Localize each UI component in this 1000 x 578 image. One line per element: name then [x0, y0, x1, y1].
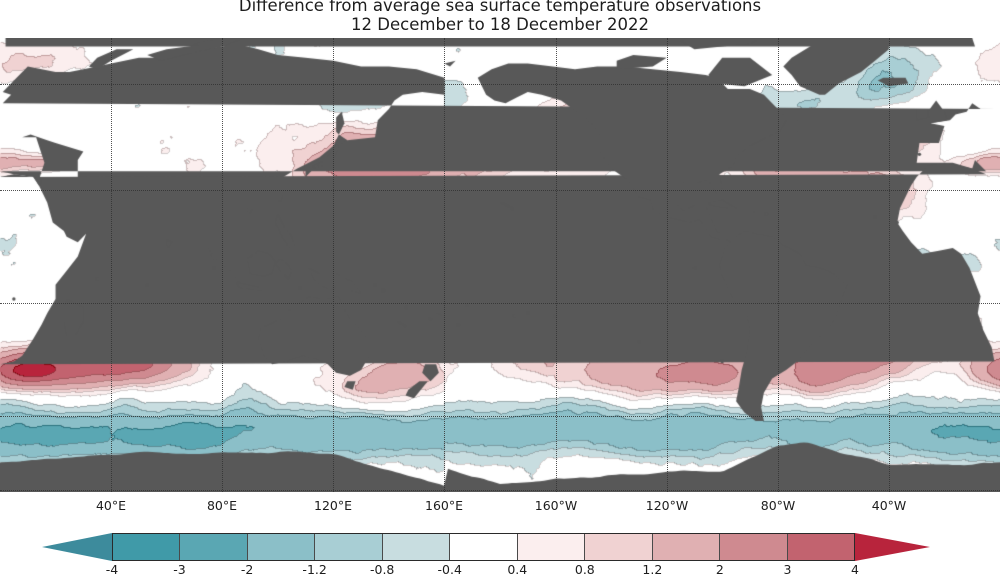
colorbar-under-arrow-icon — [42, 533, 112, 561]
colorbar-segment — [113, 534, 181, 560]
colorbar-segment — [382, 534, 451, 560]
gridline-horizontal — [0, 490, 1000, 491]
longitude-tick-label: 40°E — [95, 498, 127, 513]
gridline-horizontal — [0, 416, 1000, 417]
longitude-axis: 40°E 80°E 120°E 160°E 160°W 120°W 80°W 40°W — [0, 498, 1000, 518]
gridline-vertical — [667, 38, 668, 492]
longitude-tick-label: 160°E — [424, 498, 464, 513]
colorbar-segment — [652, 534, 721, 560]
gridline-vertical — [889, 38, 890, 492]
gridline-vertical — [111, 38, 112, 492]
sst-anomaly-heatmap-canvas — [0, 38, 1000, 492]
colorbar-segment — [450, 534, 518, 560]
gridline-horizontal — [0, 303, 1000, 304]
colorbar-segment — [315, 534, 383, 560]
title-line-date-range: 12 December to 18 December 2022 — [351, 15, 649, 34]
colorbar-segment — [787, 534, 854, 560]
colorbar-segment — [247, 534, 316, 560]
chart-title: Difference from average sea surface temp… — [0, 0, 1000, 34]
longitude-tick-label: 120°E — [313, 498, 353, 513]
colorbar-tick-labels: -4 -3 -2 -1.2 -0.8 -0.4 0.4 0.8 1.2 2 3 4 — [0, 562, 1000, 578]
longitude-tick-label: 80°W — [760, 498, 796, 513]
colorbar-segments — [112, 533, 855, 561]
colorbar: -4 -3 -2 -1.2 -0.8 -0.4 0.4 0.8 1.2 2 3 4 — [0, 528, 1000, 577]
gridline-vertical — [222, 38, 223, 492]
longitude-tick-label: 160°W — [534, 498, 578, 513]
title-line-primary: Difference from average sea surface temp… — [238, 0, 762, 15]
colorbar-segment — [180, 534, 248, 560]
gridline-vertical — [444, 38, 445, 492]
longitude-tick-label: 40°W — [871, 498, 907, 513]
colorbar-over-arrow-icon — [855, 533, 930, 561]
gridline-vertical — [556, 38, 557, 492]
longitude-tick-label: 80°E — [206, 498, 238, 513]
longitude-tick-label: 120°W — [645, 498, 689, 513]
colorbar-segment — [585, 534, 653, 560]
gridline-vertical — [333, 38, 334, 492]
gridline-vertical — [778, 38, 779, 492]
gridline-horizontal — [0, 84, 1000, 85]
gridline-horizontal — [0, 190, 1000, 191]
colorbar-segment — [517, 534, 586, 560]
sst-anomaly-map — [0, 38, 1000, 492]
colorbar-segment — [720, 534, 788, 560]
